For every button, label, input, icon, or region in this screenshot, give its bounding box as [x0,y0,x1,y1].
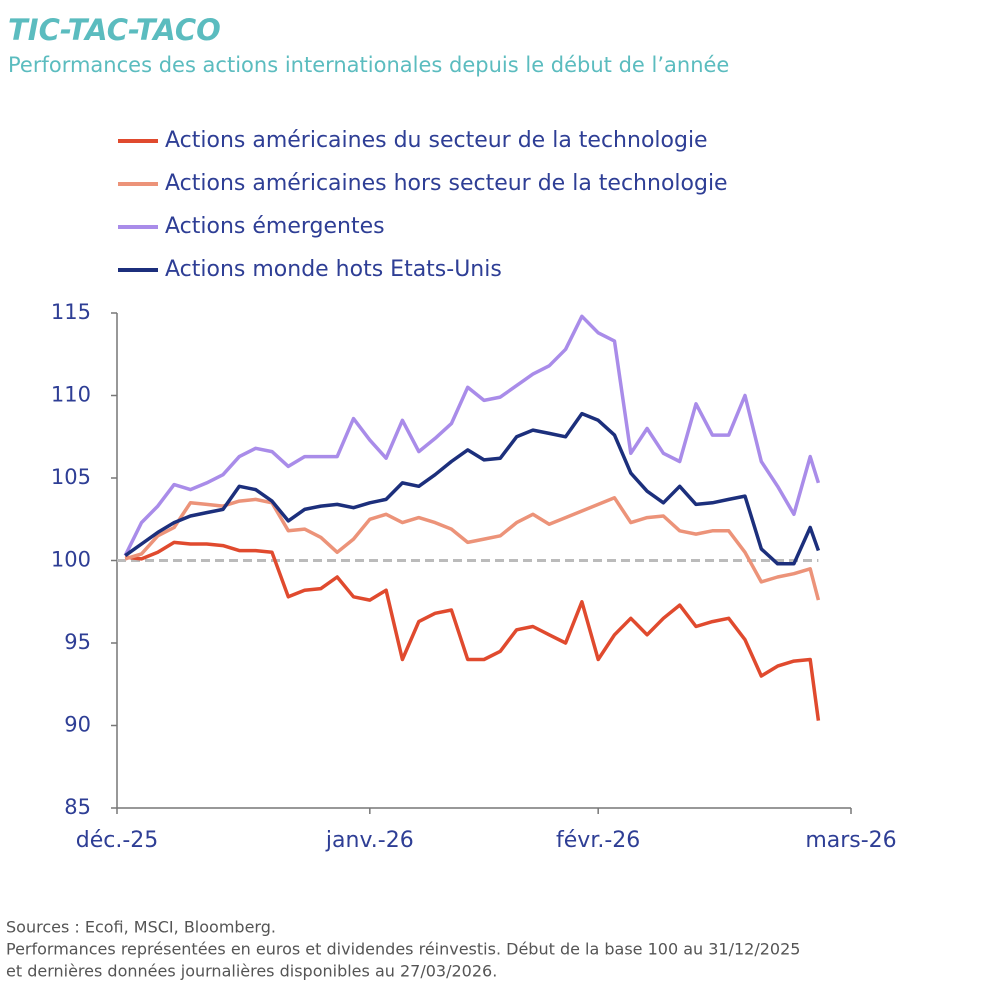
note: Performances représentées en euros et di… [6,940,800,959]
x-tick-label: janv.-26 [325,828,414,853]
y-tick-label: 95 [64,630,91,654]
y-tick-label: 100 [51,548,91,572]
legend-label: Actions monde hots Etats-Unis [165,257,502,282]
y-tick-label: 90 [64,713,91,737]
chart-title: TIC-TAC-TACO [8,13,221,47]
y-tick-label: 85 [64,795,91,819]
y-tick-label: 115 [51,300,91,324]
chart-subtitle: Performances des actions internationales… [8,53,729,77]
y-tick-label: 105 [51,465,91,489]
legend-label: Actions américaines hors secteur de la t… [165,171,728,196]
y-tick-label: 110 [51,383,91,407]
series-line [124,496,821,601]
x-tick-label: déc.-25 [76,828,159,853]
x-tick-label: févr.-26 [556,828,640,853]
x-tick-label: mars-26 [805,828,896,853]
legend-label: Actions émergentes [165,214,385,239]
note: Sources : Ecofi, MSCI, Bloomberg. [6,918,276,937]
note: et dernières données journalières dispon… [6,962,497,981]
series-line [123,314,821,557]
legend-label: Actions américaines du secteur de la tec… [165,128,708,153]
series-line [124,411,821,566]
series-line [125,540,821,721]
